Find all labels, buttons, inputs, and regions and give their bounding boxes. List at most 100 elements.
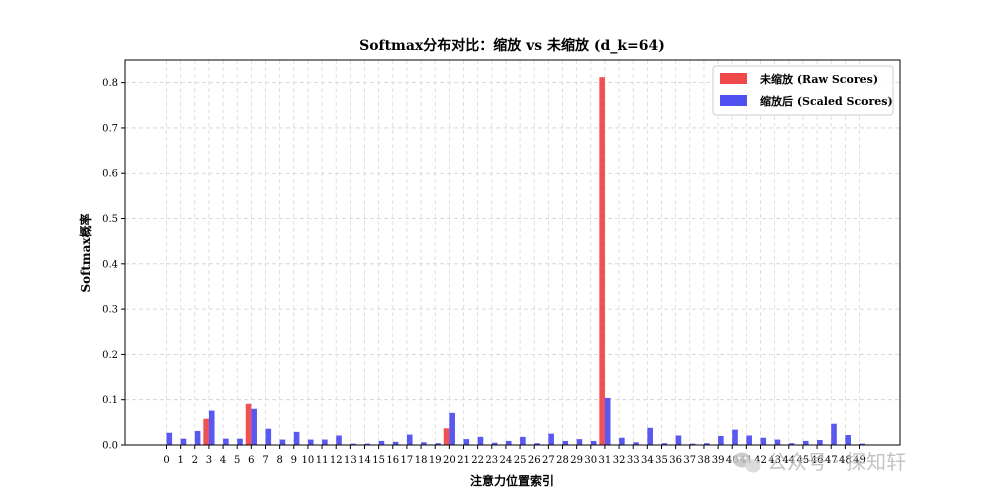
chart-title: Softmax分布对比：缩放 vs 未缩放 (d_k=64) bbox=[359, 37, 665, 54]
bar-scaled bbox=[251, 408, 257, 445]
bar-scaled bbox=[576, 439, 583, 445]
x-tick-label: 32 bbox=[613, 455, 626, 466]
x-tick-label: 45 bbox=[797, 455, 810, 466]
bar-scaled bbox=[463, 439, 470, 445]
bar-scaled bbox=[449, 412, 455, 445]
bar-scaled bbox=[435, 443, 441, 445]
y-tick-label: 0.0 bbox=[102, 441, 118, 452]
bar-scaled bbox=[491, 442, 498, 445]
bar-scaled bbox=[633, 442, 639, 445]
bar-scaled bbox=[265, 428, 272, 445]
bar-scaled bbox=[788, 443, 795, 445]
bar-scaled bbox=[774, 439, 781, 445]
bar-scaled bbox=[831, 423, 837, 445]
x-tick-label: 8 bbox=[276, 455, 282, 466]
bar-scaled bbox=[520, 436, 526, 445]
y-tick-label: 0.3 bbox=[102, 305, 118, 316]
bar-scaled bbox=[293, 431, 300, 445]
bar-scaled bbox=[859, 443, 866, 445]
bar-scaled bbox=[817, 440, 823, 445]
bar-scaled bbox=[208, 410, 215, 445]
x-tick-label: 16 bbox=[386, 455, 399, 466]
x-tick-label: 38 bbox=[698, 455, 711, 466]
x-tick-label: 47 bbox=[825, 455, 838, 466]
bar-scaled bbox=[548, 433, 554, 445]
bar-scaled bbox=[619, 437, 625, 445]
bar-scaled bbox=[647, 427, 653, 445]
bar-raw bbox=[443, 428, 450, 445]
bar-scaled bbox=[534, 443, 540, 445]
x-tick-label: 37 bbox=[683, 455, 696, 466]
x-tick-label: 33 bbox=[627, 455, 640, 466]
bar-scaled bbox=[392, 441, 399, 445]
x-tick-label: 4 bbox=[220, 455, 226, 466]
y-tick-label: 0.4 bbox=[102, 259, 118, 270]
bar-scaled bbox=[802, 440, 809, 445]
bar-scaled bbox=[166, 432, 173, 445]
bar-scaled bbox=[307, 439, 314, 445]
x-tick-label: 15 bbox=[372, 455, 385, 466]
x-tick-label: 31 bbox=[599, 455, 612, 466]
y-tick-label: 0.5 bbox=[102, 214, 118, 225]
bars bbox=[166, 77, 866, 446]
bar-scaled bbox=[689, 443, 696, 445]
y-ticks: 0.0 0.1 0.2 0.3 0.4 0.5 0.6 0.7 0.8 bbox=[102, 78, 125, 452]
x-ticks: 0 1 2 3 4 5 6 7 8 9 10 11 12 13 14 15 16 17 18 19 20 21 22 23 24… bbox=[163, 445, 866, 466]
x-tick-label: 43 bbox=[768, 455, 781, 466]
y-axis-label: Softmax概率 bbox=[78, 213, 93, 292]
bar-scaled bbox=[421, 442, 427, 445]
bar-scaled bbox=[336, 435, 342, 445]
bar-scaled bbox=[279, 439, 286, 445]
x-tick-label: 26 bbox=[528, 455, 541, 466]
x-tick-label: 5 bbox=[234, 455, 240, 466]
legend-swatch-raw bbox=[720, 73, 747, 84]
bar-scaled bbox=[477, 436, 484, 445]
x-axis-label: 注意力位置索引 bbox=[470, 473, 554, 488]
x-tick-label: 12 bbox=[330, 455, 343, 466]
x-tick-label: 19 bbox=[429, 455, 442, 466]
bar-raw bbox=[599, 77, 605, 446]
y-tick-label: 0.6 bbox=[102, 169, 118, 180]
x-tick-label: 36 bbox=[669, 455, 682, 466]
x-tick-label: 11 bbox=[316, 455, 329, 466]
legend-swatch-scaled bbox=[720, 95, 747, 106]
bar-scaled bbox=[322, 439, 328, 445]
legend: 未缩放 (Raw Scores) 缩放后 (Scaled Scores) bbox=[712, 65, 894, 116]
bar-scaled bbox=[845, 435, 851, 445]
bar-scaled bbox=[364, 443, 371, 445]
x-tick-label: 1 bbox=[177, 455, 183, 466]
legend-label-raw: 未缩放 (Raw Scores) bbox=[759, 72, 878, 86]
x-tick-label: 24 bbox=[500, 455, 513, 466]
x-tick-label: 0 bbox=[163, 455, 169, 466]
x-tick-label: 44 bbox=[782, 455, 795, 466]
legend-frame bbox=[712, 65, 894, 116]
bar-scaled bbox=[746, 435, 752, 445]
x-tick-label: 29 bbox=[570, 455, 583, 466]
y-tick-label: 0.8 bbox=[102, 78, 118, 89]
x-tick-label: 39 bbox=[712, 455, 725, 466]
plot-frame bbox=[124, 59, 901, 446]
x-tick-label: 7 bbox=[262, 455, 268, 466]
y-tick-label: 0.1 bbox=[102, 395, 118, 406]
bar-raw bbox=[245, 403, 252, 445]
bar-scaled bbox=[732, 429, 738, 445]
x-tick-label: 9 bbox=[291, 455, 297, 466]
y-tick-label: 0.2 bbox=[102, 350, 118, 361]
x-tick-label: 22 bbox=[471, 455, 484, 466]
x-tick-label: 17 bbox=[401, 455, 414, 466]
watermark-text: 公众号 · 探知轩 bbox=[767, 450, 906, 474]
bar-scaled bbox=[237, 438, 243, 445]
x-tick-label: 6 bbox=[248, 455, 254, 466]
bar-scaled bbox=[718, 435, 724, 445]
bar-scaled bbox=[406, 434, 413, 445]
grid bbox=[125, 60, 900, 446]
bar-scaled bbox=[590, 440, 597, 445]
x-tick-label: 30 bbox=[584, 455, 597, 466]
x-tick-label: 20 bbox=[443, 455, 456, 466]
wechat-icon bbox=[733, 452, 761, 473]
x-tick-label: 27 bbox=[542, 455, 555, 466]
bar-scaled bbox=[223, 438, 229, 445]
x-tick-label: 14 bbox=[358, 455, 371, 466]
